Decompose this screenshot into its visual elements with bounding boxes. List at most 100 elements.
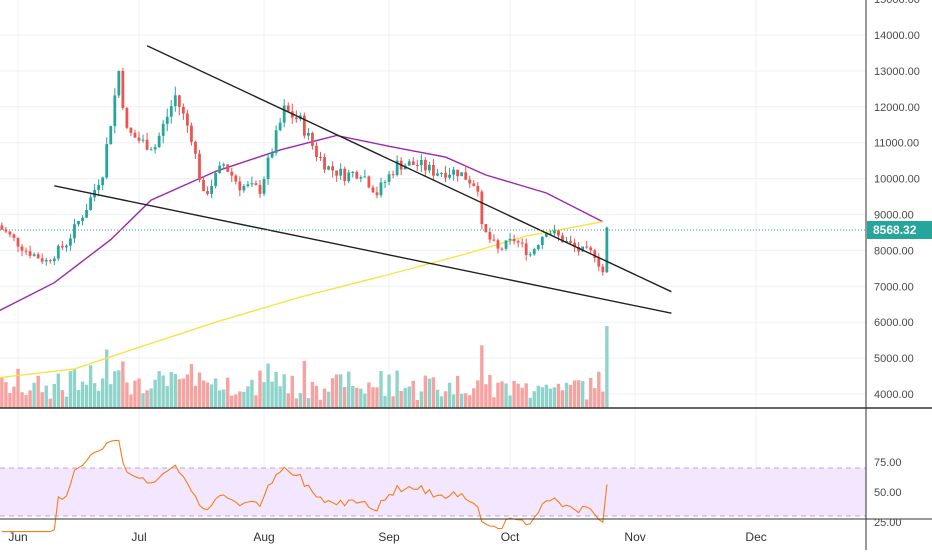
candle-body	[4, 229, 8, 232]
candle-body	[246, 184, 250, 187]
candle-body	[125, 108, 129, 128]
candle-body	[508, 238, 512, 241]
volume-bar	[36, 375, 40, 408]
candle-body	[428, 164, 431, 171]
volume-bar	[338, 374, 343, 408]
volume-bar	[282, 374, 286, 408]
volume-bar	[121, 361, 125, 408]
candle-body	[585, 246, 589, 248]
price-tick-label: 8000.00	[874, 245, 914, 257]
candle-body	[516, 241, 520, 243]
candle-body	[367, 176, 371, 188]
volume-bar	[145, 390, 149, 408]
candle-body	[81, 217, 84, 222]
volume-bar	[226, 377, 230, 408]
time-axis-label: Sep	[378, 530, 400, 544]
candle-body	[165, 116, 169, 124]
candle-body	[464, 172, 468, 180]
volume-bar	[48, 398, 52, 408]
volume-bar	[28, 390, 32, 408]
candle-body	[468, 179, 472, 184]
volume-bar	[133, 380, 137, 408]
time-axis-label: Oct	[501, 530, 520, 544]
volume-bar	[367, 382, 371, 408]
candle-body	[444, 172, 447, 178]
rsi-tick-label: 25.00	[874, 517, 902, 529]
candle-body	[371, 187, 375, 193]
candle-body	[553, 230, 556, 234]
volume-bar	[593, 388, 597, 408]
volume-bar	[423, 375, 428, 408]
candle-body	[456, 169, 460, 177]
candle-body	[601, 266, 605, 273]
candle-body	[194, 141, 197, 154]
candle-body	[40, 258, 44, 262]
volume-bar	[20, 392, 24, 408]
volume-bar	[185, 374, 190, 408]
candle-body	[190, 125, 193, 142]
candle-body	[230, 171, 234, 176]
price-tick-label: 11000.00	[874, 138, 919, 150]
volume-bar	[165, 386, 169, 408]
moving-average-line	[0, 134, 604, 312]
trendlines[interactable]	[54, 45, 672, 314]
volume-bar	[125, 382, 129, 408]
time-axis-label: Dec	[745, 530, 766, 544]
candle-body	[557, 230, 560, 236]
candle-body	[363, 176, 367, 178]
volume-bar	[72, 369, 77, 408]
price-tick-label: 13000.00	[874, 66, 920, 78]
candle-body	[242, 186, 246, 191]
candle-body	[12, 234, 16, 238]
price-tick-label: 7000.00	[874, 281, 914, 293]
candle-body	[504, 240, 508, 249]
volume-bar	[564, 382, 569, 408]
candle-body	[452, 169, 455, 175]
candle-body	[492, 239, 496, 241]
volume-bar	[16, 368, 20, 408]
volume-bar	[4, 382, 8, 408]
volume-bar	[488, 374, 492, 408]
volume-bar	[504, 383, 508, 408]
volume-bar	[395, 370, 399, 408]
candle-body	[145, 139, 149, 150]
volume-bar	[24, 395, 28, 408]
price-tick-label: 12000.00	[874, 102, 920, 114]
volume-bar	[326, 391, 331, 408]
candle-body	[480, 191, 484, 225]
volume-bar	[548, 388, 553, 408]
time-axis-label: Jul	[131, 530, 146, 544]
candle-body	[294, 117, 298, 120]
volume-bar	[217, 390, 222, 408]
candle-body	[536, 245, 540, 250]
candle-body	[524, 243, 528, 255]
candle-body	[234, 175, 238, 182]
price-tick-label: 9000.00	[874, 210, 914, 222]
volume-bar	[516, 383, 520, 408]
volume-bar	[439, 396, 444, 408]
candle-body	[496, 240, 500, 249]
candle-body	[97, 185, 101, 190]
candle-body	[544, 233, 548, 237]
candle-body	[161, 123, 165, 136]
candle-body	[214, 172, 218, 187]
volume-bar	[524, 383, 528, 408]
time-axis-label: Nov	[624, 530, 645, 544]
volume-bar	[173, 373, 177, 408]
volume-bar	[230, 395, 234, 408]
volume-bar	[334, 374, 339, 408]
candle-body	[69, 238, 72, 246]
volume-bar	[443, 391, 448, 408]
candle-body	[440, 172, 443, 174]
candle-body	[226, 164, 230, 172]
volume-bar	[322, 388, 327, 408]
volume-bar	[298, 393, 303, 408]
volume-bar	[310, 381, 315, 408]
volume-bar	[552, 387, 557, 408]
time-axis-label: Jun	[8, 530, 27, 544]
volume-bar	[213, 378, 218, 408]
volume-bar	[536, 385, 540, 408]
candle-body	[157, 135, 161, 148]
